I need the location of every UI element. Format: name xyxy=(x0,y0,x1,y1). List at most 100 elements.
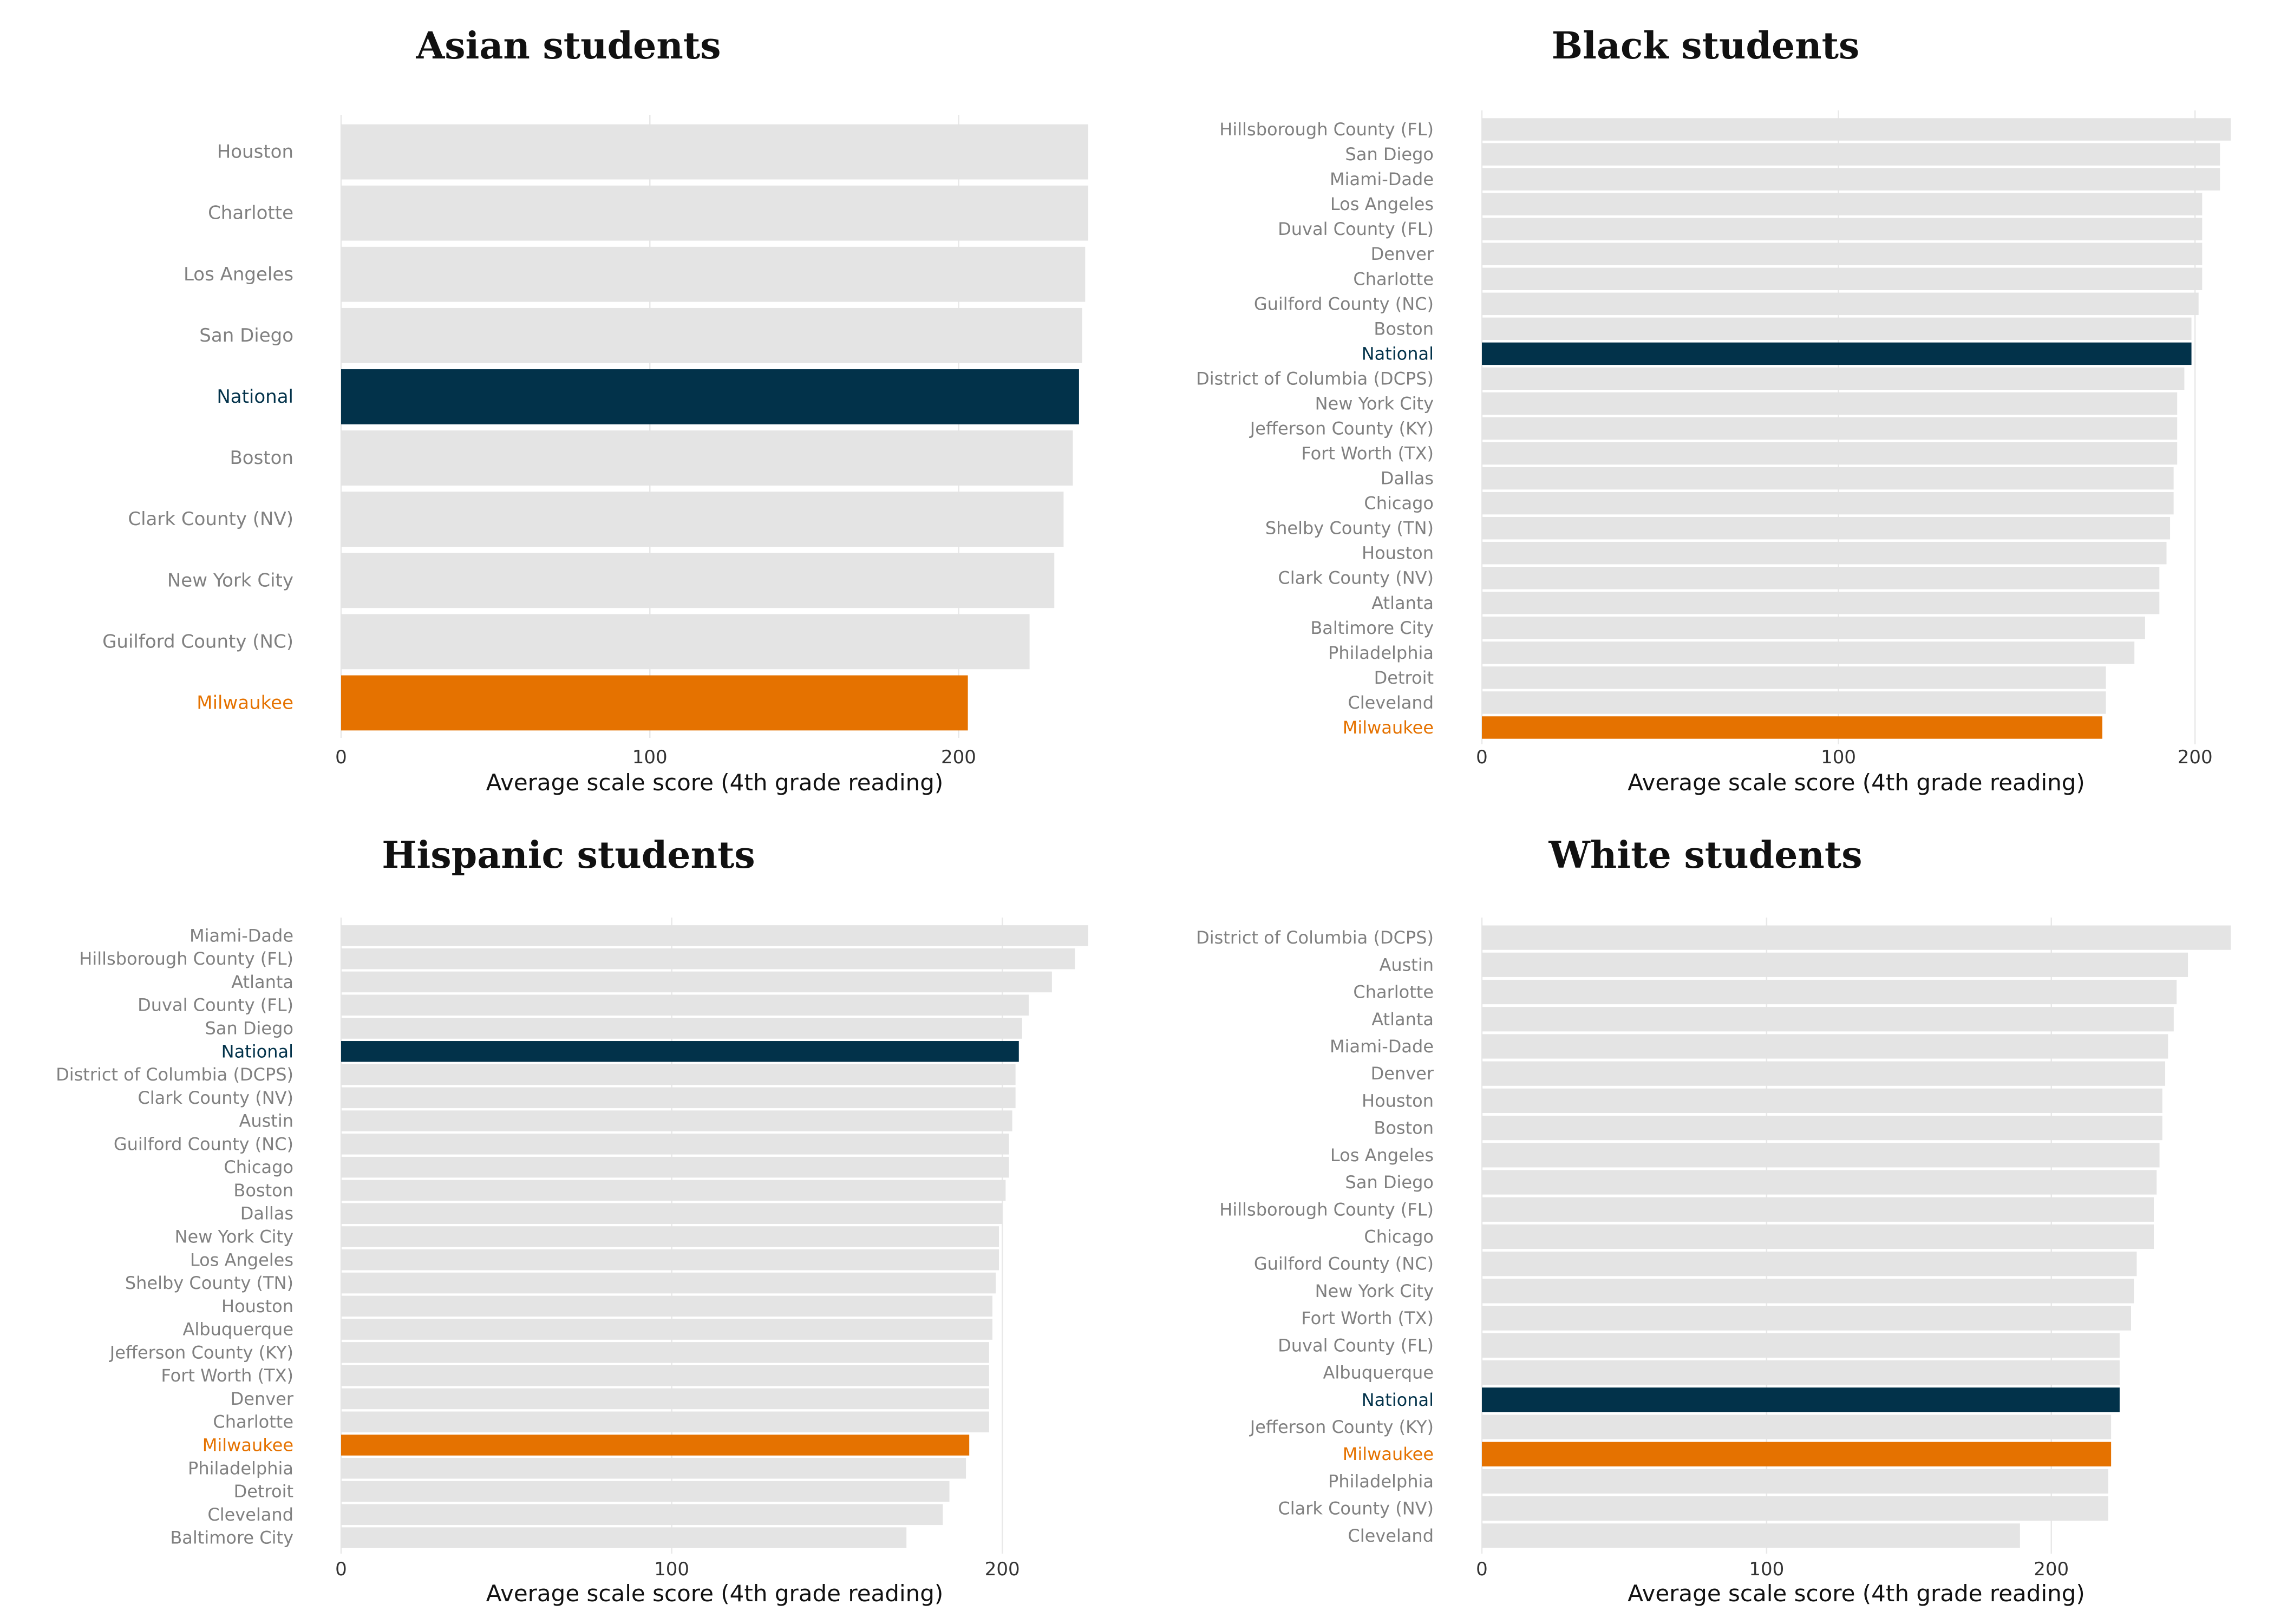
white-tick-label: 200 xyxy=(2034,1558,2069,1580)
black-category-label: Hillsborough County (FL) xyxy=(1219,119,1434,140)
hispanic-category-label: Duval County (FL) xyxy=(138,995,293,1016)
white-bar-san-diego xyxy=(1482,1170,2157,1195)
hispanic-category-label: New York City xyxy=(175,1227,293,1247)
white-category-label: Albuquerque xyxy=(1323,1363,1434,1383)
black-bar-dallas xyxy=(1482,467,2174,490)
black-bar-guilford-county-nc xyxy=(1482,292,2199,316)
white-category-label: Miami-Dade xyxy=(1330,1036,1434,1057)
hispanic-bar-hillsborough-county-fl xyxy=(341,948,1075,970)
white-bar-duval-county-fl xyxy=(1482,1333,2120,1358)
black-bar-miami-dade xyxy=(1482,168,2220,191)
white-bar-guilford-county-nc xyxy=(1482,1252,2137,1276)
hispanic-category-label: Fort Worth (TX) xyxy=(161,1365,293,1386)
hispanic-bar-san-diego xyxy=(341,1018,1022,1039)
hispanic-category-label: Hillsborough County (FL) xyxy=(79,948,293,969)
black-bar-milwaukee xyxy=(1482,716,2102,739)
white-category-label: Austin xyxy=(1379,954,1434,975)
asian-bar-milwaukee xyxy=(341,675,968,731)
hispanic-bar-austin xyxy=(341,1110,1012,1131)
white-panel-title: White students xyxy=(1548,834,1862,877)
hispanic-bar-district-of-columbia-dcps xyxy=(341,1064,1016,1085)
black-bar-atlanta xyxy=(1482,592,2160,614)
white-category-label: Los Angeles xyxy=(1330,1145,1434,1165)
hispanic-category-label: San Diego xyxy=(205,1018,293,1039)
hispanic-bar-houston xyxy=(341,1295,992,1317)
white-bar-district-of-columbia-dcps xyxy=(1482,925,2231,950)
white-bar-milwaukee xyxy=(1482,1442,2112,1466)
hispanic-category-label: Jefferson County (KY) xyxy=(109,1342,293,1363)
black-bar-new-york-city xyxy=(1482,392,2178,415)
white-category-label: Hillsborough County (FL) xyxy=(1219,1199,1434,1220)
white-bar-charlotte xyxy=(1482,979,2177,1005)
black-category-label: Guilford County (NC) xyxy=(1254,293,1434,314)
black-category-label: Philadelphia xyxy=(1328,643,1434,663)
black-bar-district-of-columbia-dcps xyxy=(1482,367,2185,390)
asian-category-label: Los Angeles xyxy=(184,264,293,285)
hispanic-bar-baltimore-city xyxy=(341,1527,907,1548)
asian-tick-label: 0 xyxy=(335,746,347,768)
black-category-label: District of Columbia (DCPS) xyxy=(1196,368,1434,389)
black-bar-cleveland xyxy=(1482,691,2106,714)
black-category-label: Houston xyxy=(1362,543,1434,564)
white-bar-houston xyxy=(1482,1088,2162,1114)
hispanic-bar-atlanta xyxy=(341,971,1052,993)
asian-tick-label: 100 xyxy=(632,746,668,768)
black-tick-label: 100 xyxy=(1821,746,1856,768)
asian-category-label: Clark County (NV) xyxy=(128,508,293,530)
black-bar-philadelphia xyxy=(1482,641,2135,664)
hispanic-category-label: Albuquerque xyxy=(182,1319,293,1340)
white-axis-title: Average scale score (4th grade reading) xyxy=(1628,1580,2085,1607)
white-bar-cleveland xyxy=(1482,1523,2020,1548)
hispanic-category-label: Austin xyxy=(239,1111,293,1131)
white-category-label: San Diego xyxy=(1345,1172,1434,1193)
asian-category-label: Charlotte xyxy=(208,202,293,224)
hispanic-category-label: Detroit xyxy=(234,1481,293,1502)
white-bar-albuquerque xyxy=(1482,1360,2120,1385)
white-tick-label: 100 xyxy=(1749,1558,1784,1580)
black-category-label: New York City xyxy=(1315,393,1434,414)
asian-bar-los-angeles xyxy=(341,246,1086,302)
hispanic-panel-title: Hispanic students xyxy=(382,834,755,877)
black-category-label: Fort Worth (TX) xyxy=(1301,443,1434,464)
black-category-label: Baltimore City xyxy=(1310,618,1434,638)
hispanic-category-label: Guilford County (NC) xyxy=(114,1134,293,1154)
white-category-label: Fort Worth (TX) xyxy=(1301,1308,1434,1328)
white-bar-denver xyxy=(1482,1061,2166,1086)
black-category-label: Denver xyxy=(1371,244,1434,264)
black-panel-title: Black students xyxy=(1552,24,1860,68)
black-category-label: Charlotte xyxy=(1353,269,1434,289)
hispanic-bar-philadelphia xyxy=(341,1458,966,1479)
white-category-label: Denver xyxy=(1371,1063,1434,1084)
hispanic-category-label: Los Angeles xyxy=(190,1249,293,1270)
asian-tick-label: 200 xyxy=(941,746,976,768)
black-tick-label: 200 xyxy=(2178,746,2213,768)
hispanic-bar-fort-worth-tx xyxy=(341,1365,989,1386)
hispanic-bar-new-york-city xyxy=(341,1226,999,1247)
black-bar-boston xyxy=(1482,317,2192,340)
hispanic-bar-clark-county-nv xyxy=(341,1087,1016,1109)
black-bar-los-angeles xyxy=(1482,193,2203,215)
white-bar-miami-dade xyxy=(1482,1034,2168,1059)
black-category-label: Atlanta xyxy=(1371,593,1434,613)
black-panel: Hillsborough County (FL) San Diego Miami-D… xyxy=(1196,24,2231,796)
hispanic-bar-national xyxy=(341,1041,1019,1062)
black-category-label: Shelby County (TN) xyxy=(1265,518,1434,539)
white-bar-chicago xyxy=(1482,1224,2154,1249)
black-bar-fort-worth-tx xyxy=(1482,442,2178,465)
white-category-label: District of Columbia (DCPS) xyxy=(1196,927,1434,948)
hispanic-bar-charlotte xyxy=(341,1411,989,1432)
black-category-label: Cleveland xyxy=(1348,692,1434,713)
hispanic-category-label: District of Columbia (DCPS) xyxy=(56,1064,293,1085)
black-bar-shelby-county-tn xyxy=(1482,516,2171,540)
black-category-label: Boston xyxy=(1374,318,1434,339)
white-bar-national xyxy=(1482,1387,2120,1412)
black-bar-baltimore-city xyxy=(1482,617,2145,639)
asian-bar-charlotte xyxy=(341,185,1088,241)
hispanic-bar-duval-county-fl xyxy=(341,994,1029,1016)
hispanic-category-label: Chicago xyxy=(224,1157,293,1177)
white-category-label: Boston xyxy=(1374,1118,1434,1138)
white-bar-jefferson-county-ky xyxy=(1482,1415,2112,1439)
black-category-label: Jefferson County (KY) xyxy=(1249,418,1434,439)
hispanic-category-label: Charlotte xyxy=(213,1412,293,1432)
